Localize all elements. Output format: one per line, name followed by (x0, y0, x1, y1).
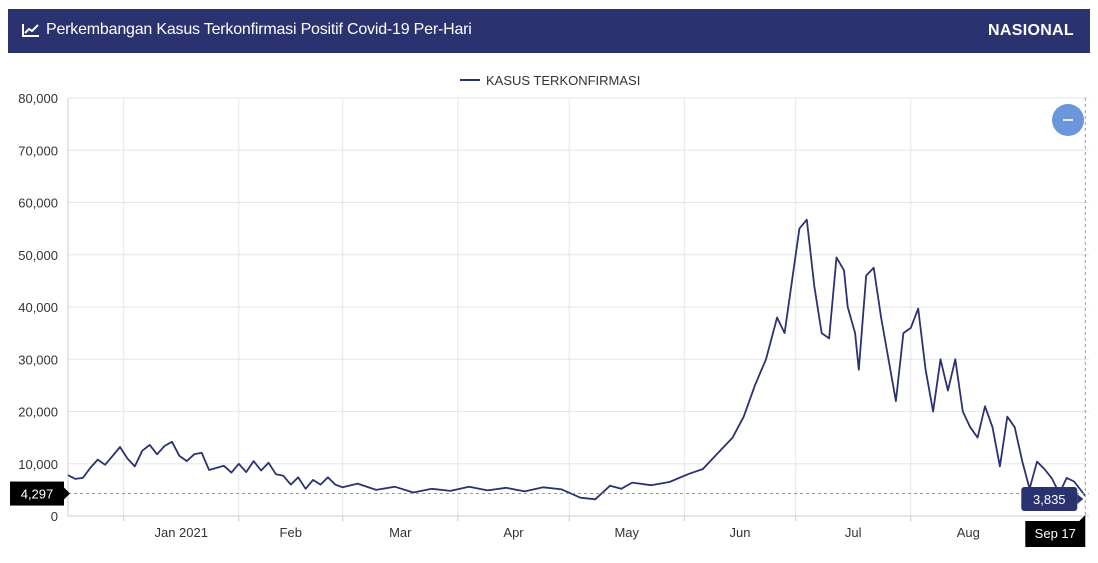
series-group (67, 218, 1087, 501)
y-tick-label: 0 (51, 509, 58, 524)
point-tooltip-arrow (1077, 493, 1084, 504)
point-tooltip-bg (1021, 486, 1078, 511)
y-tick-label: 40,000 (18, 300, 58, 315)
series-line-kasus-terkonfirmasi (67, 218, 1087, 501)
header-title-group: Perkembangan Kasus Terkonfirmasi Positif… (22, 21, 472, 39)
x-tick-label: Jun (730, 525, 751, 540)
crosshair-y-label-arrow (64, 487, 70, 500)
line-chart-icon (22, 24, 39, 37)
chart-title: Perkembangan Kasus Terkonfirmasi Positif… (46, 21, 472, 38)
x-tick-label: Jan 2021 (154, 525, 208, 540)
x-tick-label: Feb (280, 525, 302, 540)
y-axis: 0 10,000 20,000 30,000 40,000 50,000 60,000 70,… (18, 91, 58, 524)
chart-header: Perkembangan Kasus Terkonfirmasi Positif… (8, 9, 1090, 53)
x-axis: Jan 2021 Feb Mar Apr May Jun Jul Aug (123, 516, 980, 540)
crosshair: 4,297 Sep 17 3,835 (10, 98, 1089, 547)
zoom-reset-button[interactable] (1052, 104, 1084, 136)
y-tick-label: 30,000 (18, 352, 58, 367)
legend-label: KASUS TERKONFIRMASI (486, 73, 640, 88)
y-tick-label: 20,000 (18, 405, 58, 420)
crosshair-y-label-bg (10, 481, 64, 506)
x-tick-label: Jul (845, 525, 862, 540)
y-tick-label: 70,000 (18, 143, 58, 158)
y-tick-label: 50,000 (18, 248, 58, 263)
y-tick-label: 80,000 (18, 91, 58, 106)
point-tooltip-label: 3,835 (1033, 492, 1066, 507)
chart-area: 0 10,000 20,000 30,000 40,000 50,000 60,000 70,… (0, 56, 1098, 558)
x-tick-label: May (614, 525, 639, 540)
x-tick-label: Apr (503, 525, 524, 540)
chart-svg: 0 10,000 20,000 30,000 40,000 50,000 60,000 70,… (10, 73, 1089, 547)
x-tick-label: Aug (957, 525, 980, 540)
x-tick-label: Mar (389, 525, 412, 540)
crosshair-x-label-arrow (1079, 515, 1086, 521)
chart-grid (67, 97, 1089, 517)
region-label: NASIONAL (988, 22, 1074, 39)
crosshair-x-label-bg (1025, 521, 1086, 547)
crosshair-y-label: 4,297 (21, 487, 54, 502)
crosshair-x-label: Sep 17 (1035, 526, 1076, 541)
y-tick-label: 60,000 (18, 196, 58, 211)
y-tick-label: 10,000 (18, 457, 58, 472)
legend[interactable]: KASUS TERKONFIRMASI (460, 73, 640, 88)
